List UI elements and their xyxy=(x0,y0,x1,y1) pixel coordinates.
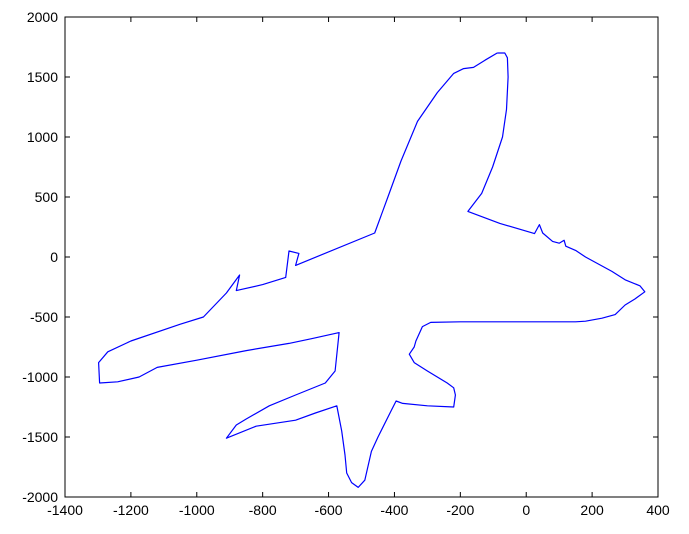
y-tick-label: 0 xyxy=(50,249,58,265)
x-tick-label: 200 xyxy=(580,502,604,518)
x-tick-label: 400 xyxy=(646,502,670,518)
x-tick-label: -600 xyxy=(315,502,343,518)
x-tick-label: -1000 xyxy=(179,502,215,518)
y-tick-label: -1500 xyxy=(22,429,58,445)
x-tick-label: -400 xyxy=(380,502,408,518)
y-tick-label: 1500 xyxy=(27,69,58,85)
y-tick-label: -500 xyxy=(30,309,58,325)
x-tick-label: -1400 xyxy=(47,502,83,518)
airplane-outline-line xyxy=(97,52,646,488)
series-layer xyxy=(97,52,646,488)
x-axis: -1400 -1200 -1000 -800 -600 -400 -200 0 200 400 xyxy=(47,17,670,518)
y-tick-label: 1000 xyxy=(27,129,58,145)
plot-area xyxy=(64,16,659,498)
x-tick-label: 0 xyxy=(522,502,530,518)
x-tick-label: -800 xyxy=(249,502,277,518)
y-tick-label: -2000 xyxy=(22,489,58,505)
y-tick-label: 500 xyxy=(35,189,59,205)
x-tick-label: -200 xyxy=(446,502,474,518)
y-tick-label: -1000 xyxy=(22,369,58,385)
x-tick-label: -1200 xyxy=(113,502,149,518)
y-axis: -2000 -1500 -1000 -500 0 500 1000 1500 2000 xyxy=(22,9,658,505)
y-tick-label: 2000 xyxy=(27,9,58,25)
